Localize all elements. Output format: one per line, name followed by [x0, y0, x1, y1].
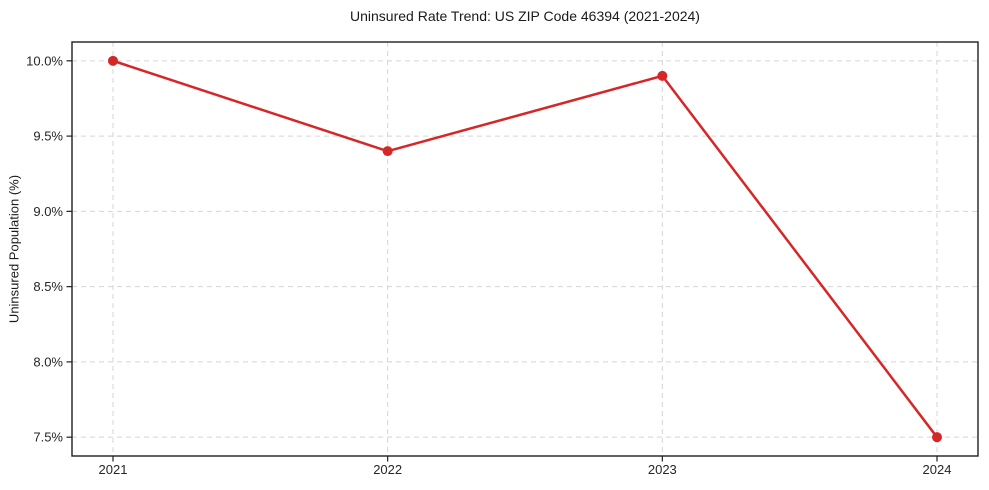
chart-title: Uninsured Rate Trend: US ZIP Code 46394 …	[350, 8, 700, 24]
data-point-2022	[382, 146, 393, 157]
x-tick-label: 2024	[923, 462, 952, 477]
data-point-2021	[108, 55, 118, 66]
x-tick-label: 2022	[373, 462, 402, 477]
y-tick-label: 10.0%	[26, 53, 63, 68]
data-point-2024	[932, 432, 942, 443]
x-tick-label: 2023	[648, 462, 677, 477]
x-tick-label: 2021	[99, 462, 128, 477]
y-tick-label: 9.0%	[33, 204, 63, 219]
data-point-2023	[657, 70, 668, 81]
y-tick-label: 8.5%	[33, 279, 63, 294]
y-tick-label: 9.5%	[33, 129, 63, 144]
trend-line	[111, 59, 939, 439]
y-tick-label: 7.5%	[33, 430, 63, 445]
y-tick-label: 8.0%	[33, 354, 63, 369]
plot-frame	[71, 41, 979, 457]
